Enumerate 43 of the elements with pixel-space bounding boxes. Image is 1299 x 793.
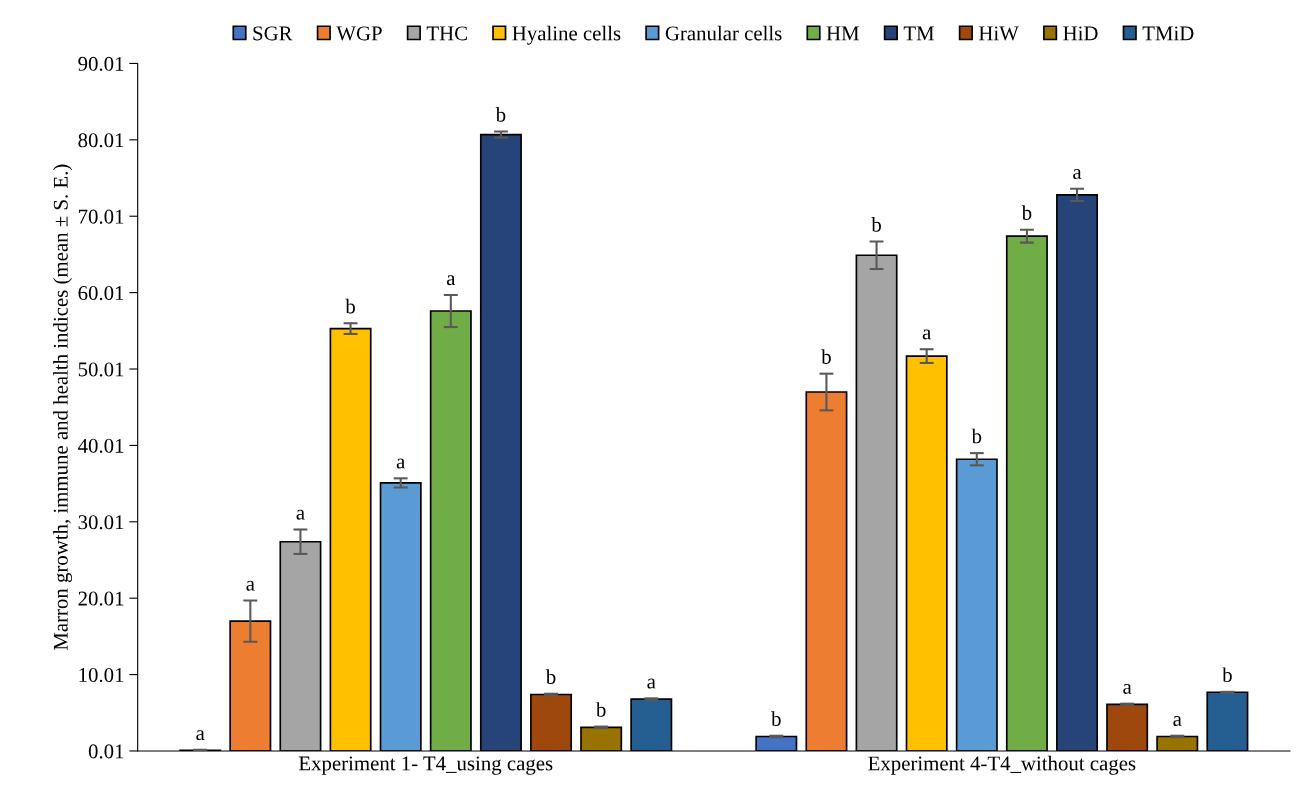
y-tick-label: 40.01 — [78, 438, 124, 453]
data-label: a — [1073, 169, 1082, 180]
data-label: a — [446, 275, 456, 286]
data-label: b — [1021, 205, 1032, 220]
data-label: b — [595, 702, 606, 717]
data-label: a — [647, 678, 656, 689]
y-tick-label: 20.01 — [78, 591, 124, 606]
legend-label: SGR — [253, 26, 293, 41]
y-tick-label: 30.01 — [78, 515, 124, 530]
data-label: a — [922, 329, 932, 340]
legend-label: Granular cells — [665, 25, 782, 41]
data-label: a — [296, 509, 305, 520]
data-label: b — [1222, 667, 1232, 683]
data-label: b — [495, 107, 506, 122]
x-tick-label: Experiment 1- T4_using cages — [298, 756, 553, 775]
legend-label: WGP — [336, 26, 382, 41]
data-label: a — [1173, 716, 1182, 726]
y-tick-label: 60.01 — [78, 285, 124, 301]
data-label: b — [871, 217, 881, 232]
legend-label: HM — [826, 26, 859, 41]
legend-label: HiD — [1063, 26, 1098, 41]
legend-label: HiW — [978, 26, 1019, 41]
y-tick-label: 10.01 — [79, 667, 124, 683]
y-tick-label: 80.01 — [78, 133, 124, 148]
y-tick-label: 50.01 — [78, 362, 124, 377]
y-axis-title: Marron growth, immune and health indices (mean ± S. E.) — [53, 164, 73, 651]
y-tick-label: 70.01 — [79, 209, 124, 224]
data-label: a — [1123, 683, 1132, 694]
data-label: a — [196, 730, 205, 741]
data-label: b — [345, 298, 355, 314]
x-tick-label: Experiment 4-T4_without cages — [868, 755, 1136, 775]
legend-label: Hyaline cells — [512, 25, 621, 45]
legend-label: THC — [426, 26, 467, 41]
y-tick-label: 0.01 — [88, 744, 124, 759]
data-label: b — [545, 669, 556, 684]
data-label: a — [246, 580, 255, 591]
data-label: b — [771, 711, 781, 726]
legend-label: TMiD — [1142, 26, 1194, 41]
y-tick-label: 90.01 — [78, 56, 124, 71]
data-label: a — [396, 458, 406, 469]
legend-label: TM — [903, 26, 934, 41]
data-label: b — [971, 428, 982, 444]
data-label: b — [821, 349, 831, 364]
